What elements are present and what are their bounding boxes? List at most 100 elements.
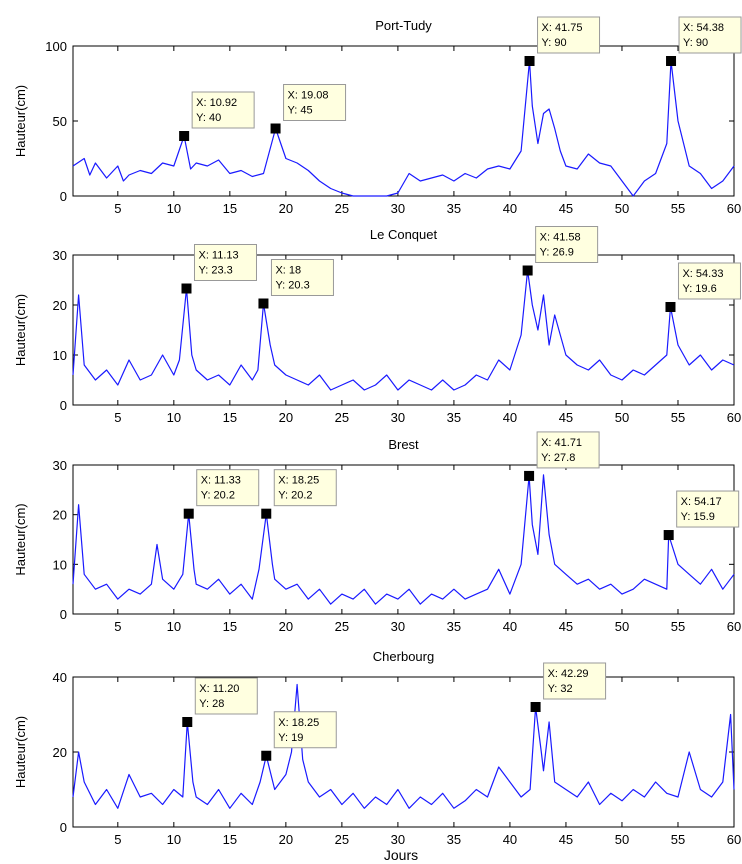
x-tick-label: 30 [391, 201, 405, 216]
x-tick-label: 50 [615, 832, 629, 847]
datatip-y-text: Y: 15.9 [681, 511, 715, 523]
datatip-x-text: X: 18 [275, 265, 301, 277]
datatip-marker [524, 56, 535, 66]
x-tick-label: 45 [559, 832, 573, 847]
x-tick-label: 40 [503, 832, 517, 847]
subplot-4: Cherbourg Hauteur(cm) 5 10 15 20 25 30 35 40 45 50 5… [13, 649, 741, 847]
datatip-box [678, 16, 742, 54]
datatip-box [193, 244, 257, 281]
datatip-y-text: Y: 90 [683, 37, 708, 49]
x-tick-label: 35 [447, 832, 461, 847]
x-tick-label: 40 [503, 201, 517, 216]
y-tick-label: 40 [53, 670, 67, 685]
x-tick-label: 10 [167, 201, 181, 216]
figure-xlabel: Jours [384, 847, 418, 863]
datatip-x-text: X: 42.29 [548, 668, 589, 680]
x-tick-label: 25 [335, 832, 349, 847]
datatip[interactable]: X: 42.29 Y: 32 [530, 662, 607, 712]
datatip-x-text: X: 11.33 [201, 475, 241, 487]
datatip[interactable]: X: 11.13 Y: 23.3 [181, 244, 257, 294]
datatip-y-text: Y: 20.2 [278, 490, 312, 502]
datatip-x-text: X: 10.92 [196, 97, 237, 109]
datatip-x-text: X: 18.25 [278, 475, 319, 487]
subplot-title: Port-Tudy [375, 18, 432, 33]
y-tick-label: 20 [53, 508, 67, 523]
subplot-1: Port-Tudy Hauteur(cm) 5 10 15 20 25 30 35 40 45 50 5… [13, 16, 742, 216]
datatip-box [283, 84, 347, 121]
datatip-marker [182, 717, 193, 727]
datatip-y-text: Y: 19 [278, 732, 303, 744]
datatip[interactable]: X: 18.25 Y: 19 [261, 711, 337, 761]
datatip-x-text: X: 18.25 [278, 717, 319, 729]
datatip[interactable]: X: 19.08 Y: 45 [270, 84, 347, 134]
x-tick-label: 50 [615, 410, 629, 425]
datatip-box [270, 259, 334, 296]
y-axis-label: Hauteur(cm) [13, 716, 28, 788]
x-tick-label: 55 [671, 619, 685, 634]
datatip[interactable]: X: 54.33 Y: 19.6 [665, 262, 741, 312]
x-tick-label: 10 [167, 410, 181, 425]
subplot-3: Brest Hauteur(cm) 5 10 15 20 25 30 35 40 45 50 55 60 0… [13, 431, 741, 634]
axes-box [72, 464, 735, 615]
x-tick-label: 15 [223, 410, 237, 425]
datatip-box [676, 490, 740, 528]
datatip-x-text: X: 41.71 [541, 437, 582, 449]
axes-box [72, 676, 735, 828]
datatip[interactable]: X: 11.33 Y: 20.2 [183, 469, 260, 519]
datatip-marker [270, 123, 281, 134]
x-tick-label: 10 [167, 832, 181, 847]
x-tick-label: 50 [615, 619, 629, 634]
x-tick-label: 55 [671, 201, 685, 216]
x-tick-label: 5 [114, 619, 121, 634]
datatip-x-text: X: 11.13 [198, 250, 238, 262]
y-tick-label: 50 [53, 114, 67, 129]
datatip[interactable]: X: 54.17 Y: 15.9 [663, 490, 740, 541]
datatip-box [273, 711, 337, 749]
x-tick-label: 30 [391, 619, 405, 634]
y-tick-label: 10 [53, 557, 67, 572]
datatip[interactable]: X: 10.92 Y: 40 [179, 91, 255, 141]
x-tick-label: 20 [279, 832, 293, 847]
x-tick-label: 5 [114, 410, 121, 425]
y-tick-label: 0 [60, 189, 67, 204]
datatip-y-text: Y: 32 [548, 683, 573, 695]
x-tick-label: 20 [279, 201, 293, 216]
x-tick-label: 20 [279, 619, 293, 634]
datatip[interactable]: X: 18 Y: 20.3 [258, 259, 334, 309]
x-tick-label: 60 [727, 832, 741, 847]
datatip[interactable]: X: 11.20 Y: 28 [182, 677, 258, 727]
datatip[interactable]: X: 41.75 Y: 90 [524, 16, 601, 66]
datatip[interactable]: X: 54.38 Y: 90 [666, 16, 742, 66]
y-tick-label: 20 [53, 298, 67, 313]
y-axis-label: Hauteur(cm) [13, 85, 28, 157]
datatip[interactable]: X: 41.71 Y: 27.8 [524, 431, 600, 481]
x-tick-label: 60 [727, 201, 741, 216]
x-tick-label: 45 [559, 201, 573, 216]
datatip[interactable]: X: 18.25 Y: 20.2 [261, 469, 337, 519]
datatip-marker [665, 302, 676, 312]
datatip-y-text: Y: 20.2 [201, 490, 235, 502]
x-tick-label: 15 [223, 201, 237, 216]
datatip-y-text: Y: 27.8 [541, 452, 575, 464]
x-tick-label: 25 [335, 201, 349, 216]
datatip-x-text: X: 19.08 [288, 90, 329, 102]
datatip-y-text: Y: 28 [199, 698, 224, 710]
x-tick-label: 5 [114, 832, 121, 847]
subplot-title: Brest [388, 437, 419, 452]
datatip-y-text: Y: 19.6 [682, 283, 716, 295]
datatip-x-text: X: 54.38 [683, 22, 724, 34]
axes-box [72, 254, 735, 406]
x-tick-label: 35 [447, 410, 461, 425]
y-tick-label: 0 [60, 820, 67, 835]
datatip-marker [666, 56, 677, 66]
x-tick-label: 35 [447, 619, 461, 634]
y-tick-label: 20 [53, 745, 67, 760]
datatip-marker [179, 131, 190, 141]
datatip-marker [258, 298, 269, 309]
datatip-box [191, 91, 255, 129]
datatip-marker [183, 508, 194, 519]
x-tick-label: 35 [447, 201, 461, 216]
datatip[interactable]: X: 41.58 Y: 26.9 [522, 226, 599, 276]
series-line [72, 269, 735, 391]
